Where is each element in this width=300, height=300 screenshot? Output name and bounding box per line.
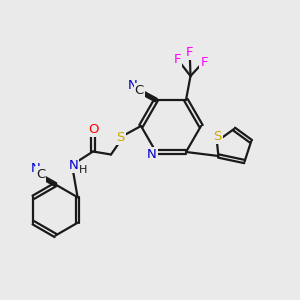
Text: H: H xyxy=(79,165,88,176)
Text: F: F xyxy=(200,56,208,69)
Text: N: N xyxy=(147,148,157,161)
Text: S: S xyxy=(116,131,124,144)
Text: N: N xyxy=(31,162,40,175)
Text: F: F xyxy=(186,46,194,59)
Text: N: N xyxy=(128,79,138,92)
Text: S: S xyxy=(213,130,222,143)
Text: F: F xyxy=(173,53,181,66)
Text: C: C xyxy=(135,84,144,97)
Text: C: C xyxy=(36,167,45,181)
Text: O: O xyxy=(88,123,99,136)
Text: N: N xyxy=(69,159,78,172)
